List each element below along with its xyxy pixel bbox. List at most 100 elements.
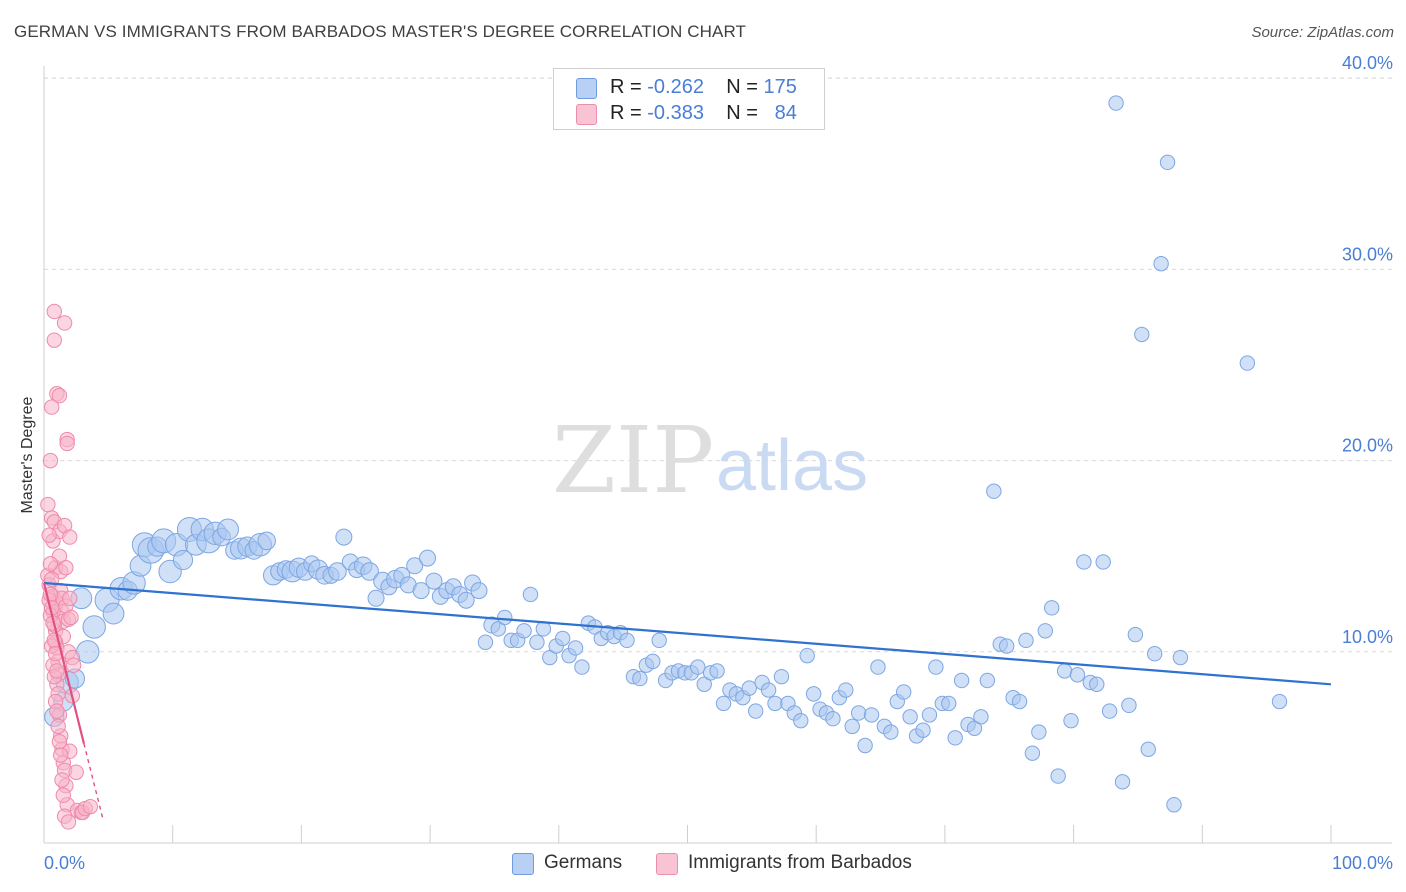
german-point [457, 591, 475, 609]
german-point [102, 602, 125, 625]
german-point [535, 621, 552, 637]
axis-layer [43, 66, 1392, 844]
german-point [412, 582, 430, 600]
barbados-swatch [576, 104, 597, 125]
german-point [870, 659, 886, 675]
german-point [645, 653, 661, 670]
r-label: R = [610, 76, 648, 98]
german-point [1153, 255, 1169, 272]
barbados-trendline-extension [83, 743, 104, 821]
german-point [1063, 712, 1079, 729]
german-point [863, 707, 880, 723]
german-point [690, 659, 706, 675]
german-point [883, 724, 899, 740]
barbados-point [56, 315, 73, 331]
german-point [748, 703, 764, 719]
german-point [767, 695, 783, 712]
source-label: Source: ZipAtlas.com [1251, 24, 1394, 41]
series-legend: Germans Immigrants from Barbados [0, 852, 1406, 876]
german-point [1069, 667, 1086, 683]
german-point [1108, 95, 1124, 111]
barbados-point [50, 718, 66, 735]
german-point [328, 562, 347, 581]
german-point [574, 659, 590, 675]
barbados-point [60, 814, 77, 830]
german-point [1101, 703, 1118, 719]
barbados-points [40, 303, 99, 830]
german-point [497, 609, 513, 626]
barbados-point [41, 527, 57, 543]
correlation-legend: R = -0.262 N = 175 R = -0.383 N = 84 [553, 68, 825, 130]
german-point [257, 531, 276, 551]
barbados-point [58, 559, 74, 576]
german-point [850, 705, 867, 721]
german-point [979, 672, 996, 689]
german-point [902, 709, 918, 725]
barbados-point [49, 663, 65, 679]
trend-layer [42, 581, 1332, 821]
barbados-point [47, 646, 64, 662]
german-point [217, 518, 239, 541]
barbados-point [42, 452, 59, 469]
german-point [799, 647, 815, 664]
barbados-point [46, 332, 62, 348]
german-point [715, 695, 732, 712]
r-label: R = [610, 102, 648, 124]
german-point [696, 676, 712, 693]
german-point [1076, 554, 1092, 570]
barbados-point [49, 703, 65, 719]
german-point [941, 695, 957, 712]
german-point [619, 632, 635, 649]
germans-swatch [512, 853, 534, 875]
german-point [760, 682, 777, 698]
barbados-point [51, 387, 68, 404]
y-tick-label: 30.0% [1342, 244, 1393, 264]
german-point [844, 718, 860, 735]
barbados-point [55, 787, 72, 803]
german-point [335, 528, 353, 546]
barbados-trendline [42, 582, 85, 744]
german-point [838, 682, 854, 698]
german-point [1146, 646, 1163, 662]
barbados-point [40, 496, 56, 513]
german-point [542, 649, 558, 666]
chart-title: GERMAN VS IMMIGRANTS FROM BARBADOS MASTE… [14, 22, 746, 41]
german-point [1031, 724, 1047, 740]
german-point [915, 722, 931, 738]
german-point [1050, 768, 1066, 784]
x-tick-label-max: 100.0% [1332, 853, 1393, 873]
tick-labels: 10.0% 20.0% 30.0% 40.0% 0.0% 100.0% [44, 53, 1393, 873]
german-point [172, 549, 194, 571]
german-point [360, 562, 379, 581]
legend-label-barbados: Immigrants from Barbados [688, 852, 912, 873]
barbados-swatch [656, 853, 678, 875]
german-point [567, 640, 584, 656]
german-point [998, 638, 1015, 654]
y-tick-label: 20.0% [1342, 436, 1393, 456]
n-value: 84 [774, 102, 797, 124]
x-tick-label-min: 0.0% [44, 853, 85, 873]
german-point [82, 615, 106, 639]
barbados-point [53, 747, 69, 763]
german-point [741, 680, 757, 696]
r-value: -0.383 [647, 102, 704, 124]
german-point [947, 730, 963, 746]
german-point [1114, 774, 1131, 790]
german-point [1271, 693, 1288, 710]
german-point [425, 572, 443, 590]
german-point [1095, 554, 1111, 570]
barbados-point [82, 798, 99, 815]
barbados-point [46, 303, 62, 320]
german-point [367, 589, 385, 607]
barbados-point [59, 435, 75, 452]
german-point [632, 670, 648, 687]
german-point [490, 621, 507, 637]
german-point [1172, 649, 1189, 666]
german-point [973, 709, 989, 725]
german-point [477, 634, 494, 650]
german-point [1121, 697, 1137, 714]
german-point [1140, 741, 1156, 758]
barbados-point [65, 657, 82, 673]
german-point [470, 582, 488, 600]
barbados-point [63, 609, 79, 626]
